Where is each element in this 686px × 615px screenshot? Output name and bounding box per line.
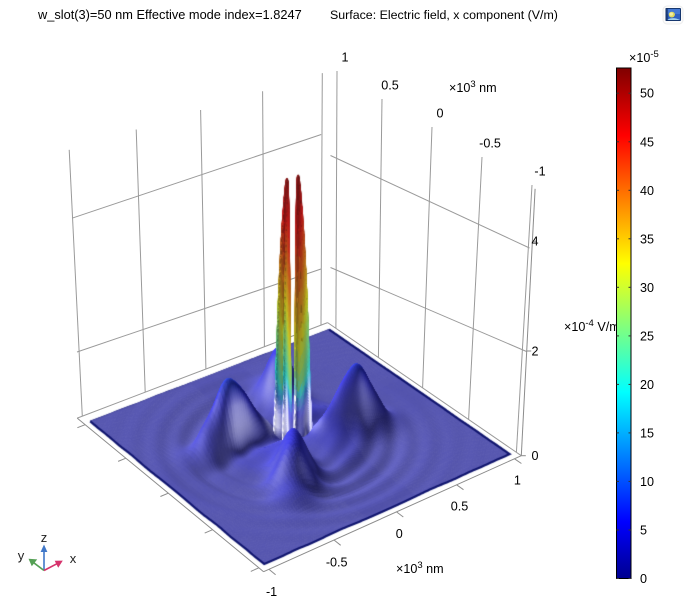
- svg-text:0.5: 0.5: [451, 500, 469, 514]
- svg-text:0: 0: [396, 527, 403, 541]
- svg-text:35: 35: [640, 232, 654, 246]
- svg-text:2: 2: [532, 345, 539, 359]
- svg-text:20: 20: [640, 378, 654, 392]
- svg-text:×10-4 V/m: ×10-4 V/m: [564, 318, 620, 334]
- svg-text:w_slot(3)=50 nm Effective mode: w_slot(3)=50 nm Effective mode index=1.8…: [37, 7, 302, 22]
- svg-text:30: 30: [640, 281, 654, 295]
- svg-text:25: 25: [640, 329, 654, 343]
- svg-text:0.5: 0.5: [381, 79, 399, 93]
- svg-text:4: 4: [532, 235, 539, 249]
- svg-text:0: 0: [640, 572, 647, 586]
- svg-text:0: 0: [436, 107, 443, 121]
- svg-text:-0.5: -0.5: [326, 555, 348, 569]
- svg-text:×103 nm: ×103 nm: [449, 79, 497, 95]
- svg-text:-0.5: -0.5: [479, 137, 501, 151]
- svg-text:50: 50: [640, 87, 654, 101]
- svg-text:1: 1: [514, 474, 521, 488]
- svg-text:×103 nm: ×103 nm: [396, 560, 444, 576]
- svg-text:10: 10: [640, 475, 654, 489]
- svg-text:0: 0: [532, 449, 539, 463]
- svg-text:45: 45: [640, 135, 654, 149]
- svg-text:1: 1: [341, 51, 348, 65]
- svg-text:Surface: Electric field, x com: Surface: Electric field, x component (V/…: [330, 8, 558, 22]
- svg-text:x: x: [70, 551, 77, 566]
- svg-text:15: 15: [640, 426, 654, 440]
- svg-text:×10-5: ×10-5: [629, 49, 659, 65]
- svg-text:z: z: [41, 530, 48, 545]
- svg-text:5: 5: [640, 524, 647, 538]
- svg-text:y: y: [18, 548, 25, 563]
- svg-text:40: 40: [640, 184, 654, 198]
- svg-text:-1: -1: [266, 585, 277, 599]
- svg-text:-1: -1: [534, 165, 545, 179]
